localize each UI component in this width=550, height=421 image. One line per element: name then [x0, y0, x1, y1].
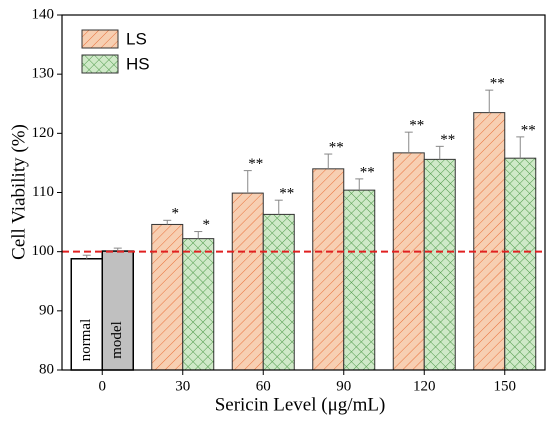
bar [231, 192, 264, 371]
significance-label: ** [490, 76, 505, 92]
significance-label: * [203, 217, 211, 233]
bar [151, 223, 184, 371]
y-tick-label: 80 [39, 361, 54, 377]
control-label: model [109, 321, 125, 359]
legend-swatch [81, 54, 119, 74]
x-tick-label: 0 [99, 378, 107, 394]
x-axis-title: Sericin Level (μg/mL) [215, 394, 386, 415]
control-bar [101, 250, 134, 371]
y-tick-label: 120 [32, 125, 55, 141]
y-tick-label: 90 [39, 302, 54, 318]
bar [343, 189, 376, 371]
y-tick-label: 100 [32, 243, 55, 259]
bar [473, 112, 506, 371]
control-label: normal [78, 319, 94, 362]
bar [423, 158, 456, 371]
bar [262, 213, 295, 371]
x-tick-label: 60 [256, 378, 271, 394]
significance-label: ** [329, 139, 344, 155]
legend-label: LS [126, 29, 147, 48]
y-axis-title: Cell Viability (%) [8, 124, 29, 260]
significance-label: ** [248, 156, 263, 172]
y-tick-label: 140 [32, 6, 55, 22]
x-tick-label: 120 [413, 378, 436, 394]
x-tick-label: 30 [175, 378, 190, 394]
significance-label: ** [440, 132, 455, 148]
bar [392, 152, 425, 371]
bar [182, 238, 215, 371]
legend-swatch [81, 29, 119, 49]
significance-label: * [172, 206, 180, 222]
significance-label: ** [279, 186, 294, 202]
significance-label: ** [521, 122, 536, 138]
bar [504, 157, 537, 371]
bar [312, 168, 345, 371]
y-tick-label: 130 [32, 66, 55, 82]
legend-label: HS [126, 54, 150, 73]
significance-label: ** [409, 118, 424, 134]
x-tick-label: 90 [336, 378, 351, 394]
plot-frame [61, 14, 546, 371]
y-tick-label: 110 [32, 184, 54, 200]
x-tick-label: 150 [494, 378, 517, 394]
significance-label: ** [360, 164, 375, 180]
